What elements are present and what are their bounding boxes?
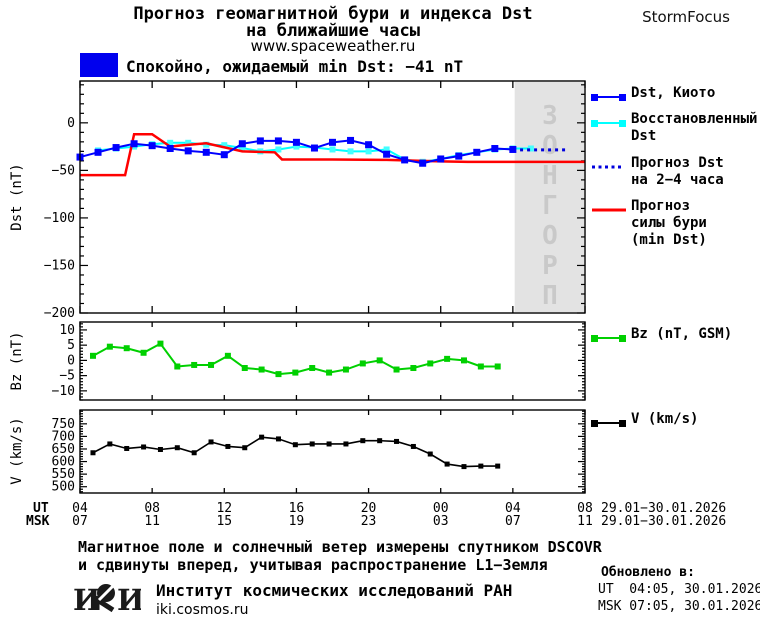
legend-item-dst-forecast: Прогноз Dst на 2−4 часа [591,155,724,189]
svg-text:550: 550 [52,467,75,482]
x-tick-label-msk: 03 [432,514,449,529]
x-tick-label-ut: 08 [577,501,593,516]
iki-logo: И И [73,583,144,619]
x-tick-label-ut: 16 [288,501,305,516]
x-tick-label-msk: 11 [144,514,160,529]
status-text: Спокойно, ожидаемый min Dst: −41 nT [126,57,464,76]
forecast-band [514,82,584,312]
x-tick-label-msk: 15 [216,514,233,529]
x-tick-label-msk: 07 [505,514,521,529]
footer-note-line2: и сдвинуты вперед, учитывая распростране… [78,556,548,574]
legend-item-dst-restored: Восстановленный Dst [591,111,757,145]
svg-text:10: 10 [59,323,75,338]
legend-label: (min Dst) [631,232,707,248]
bz-axis-title: Bz (nT) [9,331,25,391]
legend-item-bz: Bz (nT, GSM) [591,326,732,343]
svg-text:Р: Р [542,251,558,281]
svg-text:−100: −100 [44,211,75,226]
legend-label: Dst [631,128,657,144]
storm-forecast-swatch-icon [591,201,627,213]
legend-label: Dst, Киото [631,85,716,101]
svg-text:5: 5 [67,338,75,353]
bz-swatch-icon [591,329,627,342]
svg-text:−10: −10 [52,384,75,399]
spaceweather-link[interactable]: www.spaceweather.ru [250,37,416,55]
x-tick-label-ut: 12 [216,501,233,516]
legend-label: V (km/s) [631,411,699,427]
svg-text:600: 600 [52,455,75,470]
legend-label: на 2−4 часа [631,172,724,188]
x-tick-label-msk: 11 [577,514,593,529]
footer-note-line1: Магнитное поле и солнечный ветер измерен… [78,538,602,556]
svg-text:−5: −5 [59,369,75,384]
dst-restored-swatch-icon [591,114,627,127]
date-range-ut: 29.01−30.01.2026 [601,501,727,516]
dst-axis-title: Dst (nT) [9,163,25,231]
storm-level-swatch [80,53,118,77]
updated-label: Обновлено в: [601,565,695,580]
legend-label: силы бури [631,215,707,231]
svg-text:О: О [542,131,558,161]
brand-label: StormFocus [642,8,730,26]
svg-text:−50: −50 [52,163,75,178]
svg-text:−200: −200 [44,306,75,321]
svg-text:700: 700 [52,429,75,444]
iki-site-link[interactable]: iki.cosmos.ru [156,602,249,618]
ut-row-label: UT [33,501,49,516]
svg-text:О: О [542,221,558,251]
institute-name: Институт космических исследований РАН [156,581,513,600]
legend-item-dst-kyoto: Dst, Киото [591,85,715,102]
legend-label: Bz (nT, GSM) [631,326,733,342]
svg-text:0: 0 [67,353,75,368]
dst-forecast-swatch-icon [591,158,627,170]
svg-text:0: 0 [67,116,75,131]
v-swatch-icon [591,414,627,427]
svg-text:650: 650 [52,442,75,457]
x-tick-label-ut: 00 [432,501,449,516]
date-range-msk: 29.01−30.01.2026 [601,514,727,529]
svg-text:Н: Н [542,161,558,191]
x-tick-label-ut: 20 [360,501,377,516]
svg-text:750: 750 [52,417,75,432]
updated-msk: MSK 07:05, 30.01.2026 [598,599,760,614]
svg-text:−150: −150 [44,258,75,273]
updated-ut: UT 04:05, 30.01.2026 [598,582,760,597]
svg-text:Г: Г [542,191,558,221]
svg-text:З: З [542,101,558,131]
v-axis-title: V (km/s) [9,417,25,485]
page-title: Прогноз геомагнитной бури и индекса Dst [133,4,533,24]
series-v [92,436,498,468]
x-tick-label-msk: 19 [288,514,305,529]
legend-item-v: V (km/s) [591,411,698,428]
svg-text:И: И [117,583,141,615]
x-tick-label-ut: 04 [505,501,521,516]
x-tick-label-ut: 04 [72,501,88,516]
legend-label: Прогноз [631,198,691,214]
page-subtitle: на ближайшие часы [246,21,420,41]
x-tick-label-ut: 08 [144,501,160,516]
x-tick-label-msk: 07 [72,514,88,529]
svg-text:П: П [542,281,558,311]
legend-item-storm-forecast: Прогноз силы бури (min Dst) [591,198,707,249]
charts-svg: ЗОНГОРП0−50−100−150−2001050−5−1075070065… [44,80,586,495]
series-bz [92,342,498,376]
svg-text:500: 500 [52,480,75,495]
legend-label: Прогноз Dst [631,155,724,171]
legend-label: Восстановленный [631,111,758,127]
msk-row-label: MSK [26,514,50,529]
x-tick-label-msk: 23 [360,514,377,529]
dst-kyoto-swatch-icon [591,88,627,101]
